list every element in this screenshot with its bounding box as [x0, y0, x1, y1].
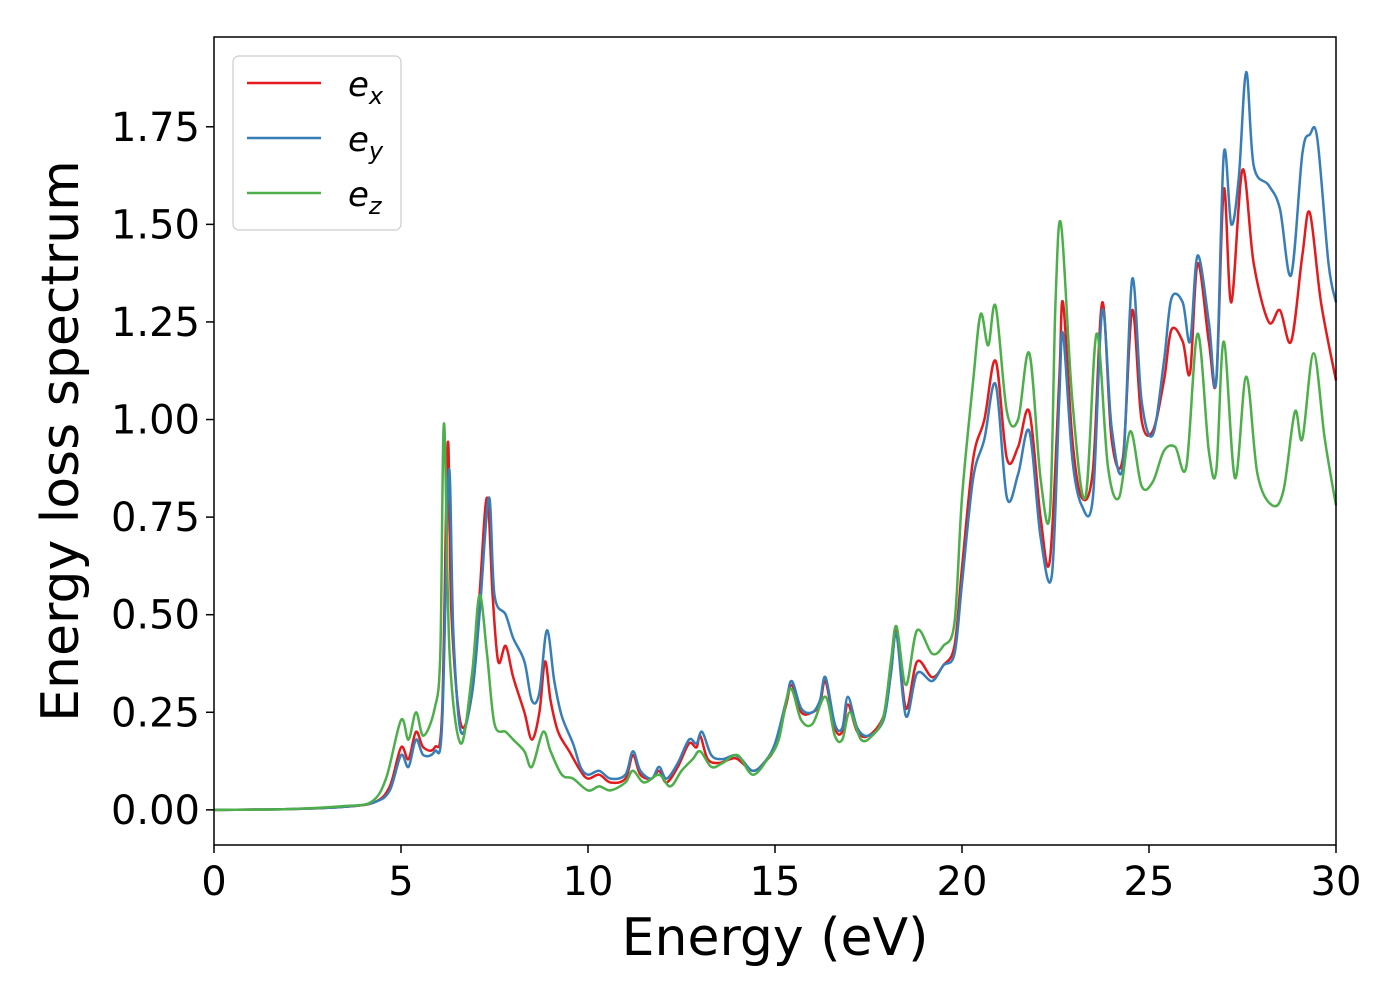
series-line-ez	[213, 220, 1338, 812]
x-axis: 0 5 10 15 20 25 30	[201, 845, 1361, 905]
y-tick-label: 0.50	[111, 593, 200, 639]
y-tick-label: 0.25	[111, 690, 200, 736]
y-axis-label: Energy loss spectrum	[31, 160, 91, 722]
series-layer	[213, 70, 1338, 812]
y-axis: 0.00 0.25 0.50 0.75 1.00 1.25 1.50 1.75	[111, 105, 214, 834]
x-tick-label: 0	[201, 859, 226, 905]
legend-label-ez: ez	[348, 175, 383, 220]
series-line-ey	[213, 70, 1338, 812]
y-tick-label: 1.00	[111, 398, 200, 444]
legend-box	[232, 55, 402, 231]
x-tick-label: 25	[1124, 859, 1175, 905]
legend: ex ey ez	[232, 55, 402, 231]
x-tick-label: 30	[1311, 859, 1362, 905]
legend-label-ex: ex	[348, 65, 384, 110]
x-tick-label: 20	[937, 859, 988, 905]
y-tick-label: 1.25	[111, 300, 200, 346]
x-tick-label: 10	[563, 859, 614, 905]
x-axis-label: Energy (eV)	[622, 908, 929, 968]
x-tick-label: 15	[750, 859, 801, 905]
y-tick-label: 1.75	[111, 105, 200, 151]
y-tick-label: 0.75	[111, 495, 200, 541]
y-tick-label: 0.00	[111, 788, 200, 834]
y-tick-label: 1.50	[111, 202, 200, 248]
x-tick-label: 5	[388, 859, 413, 905]
legend-label-ey: ey	[348, 120, 384, 165]
